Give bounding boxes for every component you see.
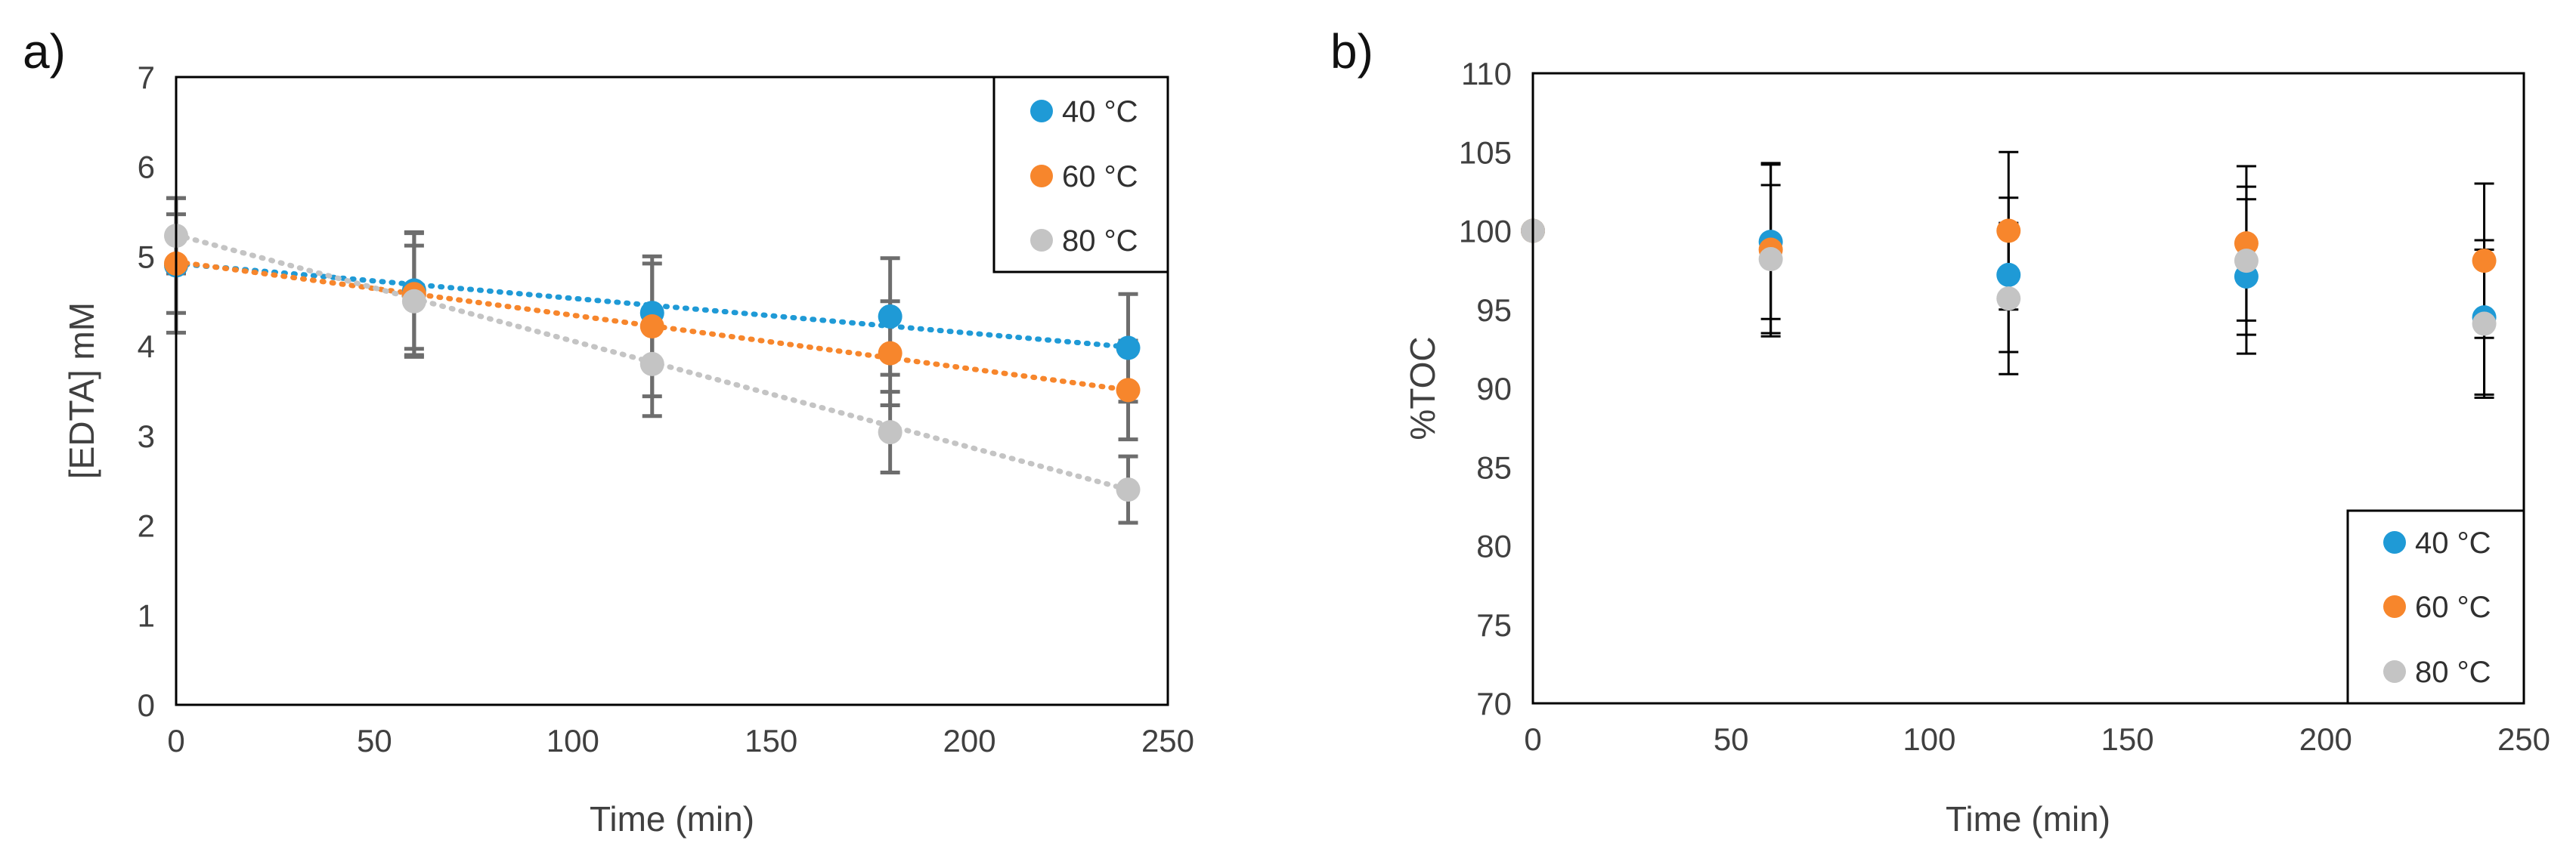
panel-a-x-tick-labels: 0 50 100 150 200 250 xyxy=(167,723,1194,758)
a-x-tick-label: 150 xyxy=(745,723,797,758)
legend-label-60c: 60 °C xyxy=(2415,591,2491,624)
panel-b-y-axis-title: %TOC xyxy=(1403,336,1442,440)
legend-marker-80c xyxy=(2383,660,2406,683)
a-data-point xyxy=(878,341,903,366)
b-data-point xyxy=(2472,249,2497,273)
a-y-tick-label: 6 xyxy=(138,150,155,185)
a-y-tick-label: 4 xyxy=(138,329,155,364)
b-data-point xyxy=(1758,247,1783,272)
a-y-tick-label: 1 xyxy=(138,598,155,633)
b-data-point xyxy=(2472,311,2497,336)
panel-b-error-bars xyxy=(1760,150,2494,400)
b-x-tick-label: 50 xyxy=(1714,721,1749,757)
panel-b-points xyxy=(1521,218,2497,336)
a-y-tick-label: 0 xyxy=(138,687,155,723)
b-data-point xyxy=(2234,249,2259,273)
panel-a-chart: a) 0 1 2 3 4 5 6 7 0 50 100 150 200 250 Time (min) [… xyxy=(23,24,1194,839)
a-data-point xyxy=(1116,335,1141,360)
panel-b-chart: b) 70 75 80 85 90 95 100 105 110 0 50 100 150 200 250… xyxy=(1330,24,2550,839)
b-y-tick-label: 105 xyxy=(1459,134,1512,170)
a-data-point xyxy=(1116,477,1141,502)
legend-marker-60c xyxy=(1030,165,1053,187)
b-x-tick-label: 100 xyxy=(1903,721,1955,757)
legend-marker-60c xyxy=(2383,595,2406,618)
a-data-point xyxy=(401,289,426,314)
panel-b-plot-frame xyxy=(1531,72,2525,705)
legend-label-80c: 80 °C xyxy=(2415,656,2491,689)
panel-b-legend-box xyxy=(2346,509,2525,705)
panel-b-legend: 40 °C 60 °C 80 °C xyxy=(2346,509,2525,705)
a-x-tick-label: 200 xyxy=(943,723,996,758)
b-data-point xyxy=(1996,218,2021,243)
a-trendline xyxy=(173,261,1132,350)
a-x-tick-label: 100 xyxy=(546,723,599,758)
panel-a-y-tick-labels: 0 1 2 3 4 5 6 7 xyxy=(138,60,155,723)
b-y-tick-label: 70 xyxy=(1476,686,1512,721)
a-y-tick-label: 2 xyxy=(138,508,155,544)
b-data-point xyxy=(2234,231,2259,256)
panel-b-x-tick-labels: 0 50 100 150 200 250 xyxy=(1524,721,2550,757)
panel-b-x-axis-title: Time (min) xyxy=(1946,799,2110,839)
panel-a-label: a) xyxy=(23,24,66,79)
a-data-point xyxy=(639,314,664,339)
a-x-tick-label: 250 xyxy=(1141,723,1194,758)
panel-a-plot-frame xyxy=(175,76,1169,706)
panel-a-legend: 40 °C 60 °C 80 °C xyxy=(992,76,1169,273)
b-y-tick-label: 85 xyxy=(1476,449,1512,485)
b-y-tick-label: 100 xyxy=(1459,214,1512,249)
b-x-tick-label: 150 xyxy=(2101,721,2154,757)
b-y-tick-label: 75 xyxy=(1476,607,1512,643)
panel-b-y-tick-labels: 70 75 80 85 90 95 100 105 110 xyxy=(1459,56,1512,721)
panel-a-y-axis-title: [EDTA] mM xyxy=(62,302,101,479)
b-y-tick-label: 90 xyxy=(1476,371,1512,406)
b-x-tick-label: 0 xyxy=(1524,721,1541,757)
b-y-tick-label: 110 xyxy=(1461,56,1512,91)
a-data-point xyxy=(878,304,903,329)
panel-b-label: b) xyxy=(1330,24,1373,79)
legend-marker-80c xyxy=(1030,229,1053,252)
panel-a-legend-box xyxy=(992,76,1169,273)
a-data-point xyxy=(878,420,903,445)
a-y-tick-label: 7 xyxy=(138,60,155,95)
legend-label-40c: 40 °C xyxy=(2415,527,2491,560)
a-data-point xyxy=(1116,378,1141,403)
legend-marker-40c xyxy=(2383,531,2406,554)
a-x-tick-label: 0 xyxy=(167,723,184,758)
b-y-tick-label: 80 xyxy=(1476,529,1512,564)
a-y-tick-label: 3 xyxy=(138,419,155,454)
b-data-point xyxy=(1996,262,2021,287)
a-x-tick-label: 50 xyxy=(357,723,392,758)
legend-label-40c: 40 °C xyxy=(1062,95,1138,128)
b-x-tick-label: 200 xyxy=(2299,721,2352,757)
b-data-point xyxy=(1996,286,2021,311)
legend-label-60c: 60 °C xyxy=(1062,160,1138,193)
a-y-tick-label: 5 xyxy=(138,239,155,274)
legend-label-80c: 80 °C xyxy=(1062,224,1138,258)
a-data-point xyxy=(639,351,664,376)
panel-a-x-axis-title: Time (min) xyxy=(590,799,754,839)
b-y-tick-label: 95 xyxy=(1476,292,1512,328)
b-x-tick-label: 250 xyxy=(2497,721,2550,757)
legend-marker-40c xyxy=(1030,100,1053,122)
